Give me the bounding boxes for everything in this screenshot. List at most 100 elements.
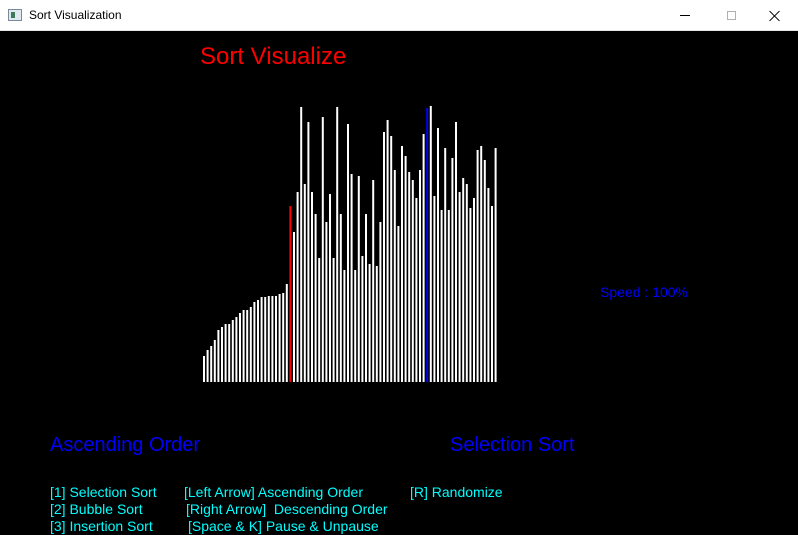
sort-bar <box>293 232 295 382</box>
sort-bar <box>253 302 256 382</box>
sort-bar <box>451 158 454 382</box>
sort-bar <box>365 214 367 382</box>
sort-bar <box>203 356 205 382</box>
sort-bar <box>404 156 407 382</box>
sort-bar <box>487 188 490 382</box>
sort-bar <box>383 132 385 382</box>
sort-bar <box>296 192 299 382</box>
maximize-icon <box>726 11 736 20</box>
window-app-icon <box>8 9 22 21</box>
sort-bar <box>462 178 465 382</box>
sort-bar <box>408 172 411 382</box>
sort-bar <box>444 148 447 382</box>
sort-order-label: Ascending Order <box>50 434 201 456</box>
sort-bar <box>339 214 342 382</box>
control-insertion-sort: [3] Insertion Sort <box>50 518 153 534</box>
sort-bar <box>217 330 220 382</box>
sort-bar <box>347 124 349 382</box>
algorithm-label: Selection Sort <box>450 434 575 456</box>
control-bubble-sort: [2] Bubble Sort <box>50 501 143 517</box>
sort-bar <box>411 180 414 382</box>
sort-bar <box>221 327 223 382</box>
sort-bar <box>357 176 360 382</box>
sort-bar <box>239 313 241 382</box>
control-randomize: [R] Randomize <box>410 484 503 500</box>
sort-bar <box>267 296 270 382</box>
sort-bar <box>458 192 461 382</box>
sort-bar <box>469 208 472 382</box>
sort-bar <box>372 180 375 382</box>
sort-bar <box>257 300 259 382</box>
sort-bar <box>321 117 324 382</box>
sort-bar <box>300 107 303 382</box>
speed-label: Speed : 100% <box>600 284 688 300</box>
sort-bar <box>307 122 310 382</box>
sort-bar <box>264 297 267 382</box>
sort-bar <box>332 258 335 382</box>
sort-bar <box>282 293 285 382</box>
sort-bar <box>285 284 288 382</box>
sort-bar <box>206 350 209 382</box>
sort-bar <box>386 120 389 382</box>
page-title: Sort Visualize <box>200 43 347 70</box>
sort-bar <box>401 146 403 382</box>
sort-bar <box>483 160 486 382</box>
control-descending: [Right Arrow] Descending Order <box>186 501 388 517</box>
sort-bar <box>260 297 263 382</box>
sort-bar <box>329 194 331 382</box>
sort-bar <box>379 222 382 382</box>
control-selection-sort: [1] Selection Sort <box>50 484 157 500</box>
sort-bar <box>494 148 497 382</box>
sort-bar <box>429 106 432 382</box>
sort-bar <box>224 324 227 382</box>
sort-bar <box>440 210 443 382</box>
sort-bar <box>350 174 353 382</box>
sort-bar <box>314 214 317 382</box>
sort-bar <box>289 206 292 382</box>
maximize-button[interactable] <box>708 0 754 31</box>
sort-bar <box>415 198 418 382</box>
sort-bar <box>426 108 429 382</box>
sort-bar <box>354 270 357 382</box>
sort-bar <box>447 210 450 382</box>
sort-bar <box>419 170 421 382</box>
sort-bar <box>278 294 281 382</box>
sort-bar <box>361 256 364 382</box>
sort-bar <box>228 324 231 382</box>
sort-bar <box>213 340 216 382</box>
sort-bar <box>437 128 439 382</box>
close-button[interactable] <box>752 0 798 31</box>
sort-bar <box>390 136 393 382</box>
sort-bar <box>275 296 277 382</box>
sort-bar <box>476 150 479 382</box>
sort-bar <box>422 134 425 382</box>
sort-bar <box>393 170 396 382</box>
sort-bar <box>491 206 493 382</box>
sort-bar <box>336 107 339 382</box>
sort-bar <box>235 317 238 382</box>
sort-bar <box>249 307 252 382</box>
sort-bar <box>231 320 234 382</box>
sort-bar <box>303 184 306 382</box>
sort-bar <box>343 270 346 382</box>
control-ascending: [Left Arrow] Ascending Order <box>184 484 363 500</box>
close-icon <box>769 10 781 22</box>
sort-bar <box>325 222 328 382</box>
sort-bar <box>242 310 245 382</box>
control-pause: [Space & K] Pause & Unpause <box>188 518 379 534</box>
window-title: Sort Visualization <box>29 8 122 22</box>
sort-bar <box>465 184 468 382</box>
sort-bar <box>455 122 457 382</box>
sort-bar <box>397 226 400 382</box>
sort-bar <box>311 192 313 382</box>
sort-bar <box>246 310 249 382</box>
title-bar[interactable]: Sort Visualization <box>0 0 798 31</box>
sort-bar <box>271 296 274 382</box>
sort-bar <box>473 198 475 382</box>
sort-bar <box>368 264 371 382</box>
minimize-icon <box>680 15 690 16</box>
sort-bar <box>433 196 436 382</box>
minimize-button[interactable] <box>662 0 708 31</box>
sort-bar <box>210 346 213 382</box>
